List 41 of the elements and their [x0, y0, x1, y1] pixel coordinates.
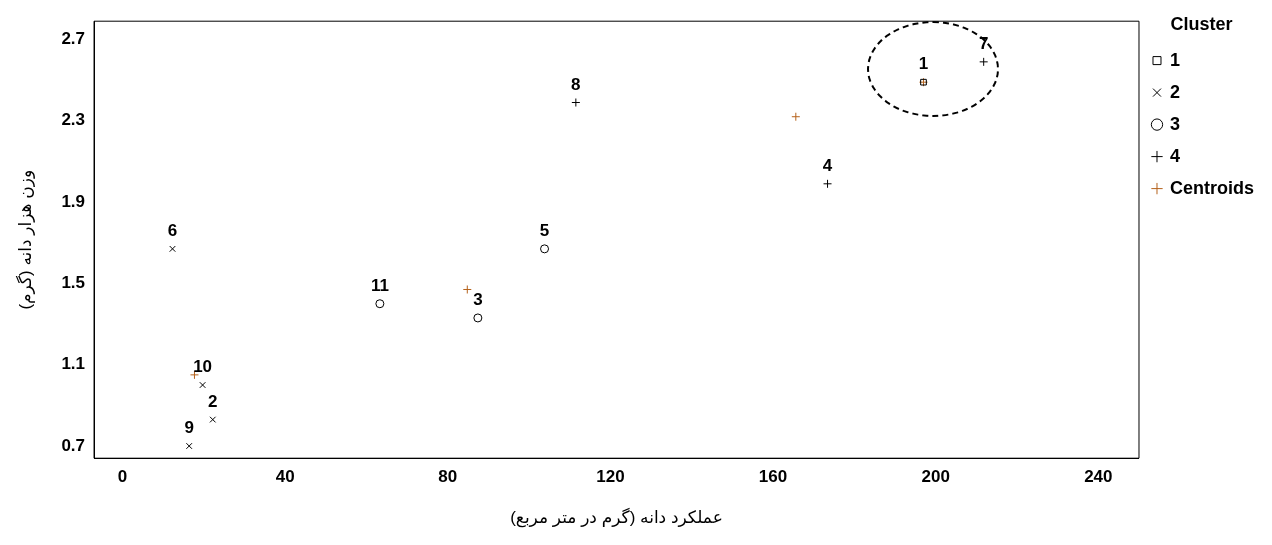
annotation: 11 — [370, 275, 389, 295]
legend-label: 1 — [1169, 49, 1181, 70]
legend-label: Centroids — [1169, 177, 1255, 198]
y-tick-label: 1.9 — [61, 191, 86, 211]
point — [540, 244, 550, 254]
y-tick-label: 1.5 — [61, 273, 86, 293]
legend-label: 3 — [1169, 113, 1181, 134]
annotation: 8 — [571, 74, 581, 94]
annotation: 1 — [918, 54, 929, 74]
annotation: 2 — [208, 391, 218, 411]
annotation: 5 — [539, 221, 550, 241]
x-tick-label: 0 — [117, 467, 128, 487]
legend-label: 4 — [1169, 145, 1181, 166]
point — [823, 179, 833, 189]
y-tick-label: 1.1 — [61, 354, 86, 374]
annotation: 4 — [822, 155, 833, 175]
legend-label: 2 — [1169, 81, 1181, 102]
point — [791, 112, 801, 122]
x-tick-label: 40 — [275, 467, 295, 487]
point — [375, 299, 385, 309]
annotation: 3 — [473, 290, 483, 310]
point — [209, 416, 217, 423]
annotation: 6 — [167, 221, 178, 241]
x-tick-label: 240 — [1084, 467, 1113, 487]
point — [473, 313, 483, 323]
x-tick-label: 200 — [921, 467, 950, 487]
x-tick-label: 120 — [596, 467, 625, 487]
point — [571, 98, 581, 107]
x-tick-label: 80 — [438, 467, 458, 487]
x-axis-title: عملکرد دانه (گرم در متر مربع) — [510, 507, 723, 529]
y-axis-title: وزن هزار دانه (گرم) — [14, 169, 35, 310]
y-tick-label: 2.7 — [61, 29, 86, 49]
y-tick-label: 2.3 — [61, 110, 86, 130]
annotation: 9 — [184, 418, 194, 438]
point — [979, 57, 989, 67]
point — [189, 370, 199, 380]
x-tick-label: 160 — [758, 467, 788, 487]
y-tick-label: 0.7 — [61, 435, 86, 455]
point — [462, 285, 472, 294]
legend-title: Cluster — [1170, 13, 1233, 34]
annotation: 10 — [193, 357, 213, 377]
